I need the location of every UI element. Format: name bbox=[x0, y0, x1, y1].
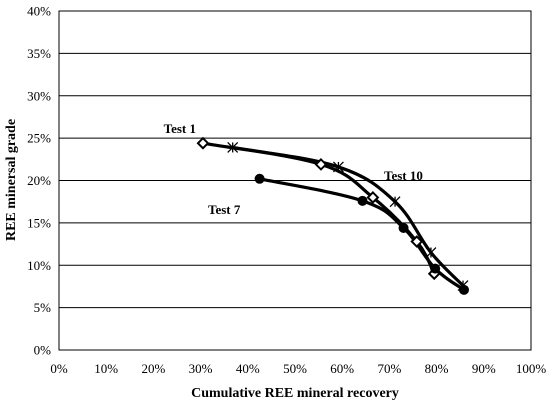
data-point-diamond bbox=[410, 235, 424, 248]
data-point-circle bbox=[357, 195, 368, 206]
x-tick-label: 70% bbox=[377, 361, 401, 376]
data-point-asterisk bbox=[389, 196, 401, 208]
y-tick-label: 10% bbox=[27, 258, 51, 273]
y-tick-label: 40% bbox=[27, 4, 51, 19]
x-tick-label: 50% bbox=[283, 361, 307, 376]
y-axis-title: REE minersal grade bbox=[4, 119, 19, 241]
data-point-diamond bbox=[196, 136, 210, 150]
y-tick-label: 15% bbox=[27, 215, 51, 230]
data-point-asterisk bbox=[332, 161, 344, 173]
gridlines bbox=[59, 10, 531, 309]
x-tick-label: 0% bbox=[50, 361, 68, 376]
x-tick-label: 90% bbox=[472, 361, 496, 376]
plot-frame bbox=[58, 10, 532, 351]
data-point-circle bbox=[398, 222, 409, 233]
data-point-asterisk bbox=[457, 280, 469, 292]
x-tick-label: 30% bbox=[189, 361, 213, 376]
series-layer bbox=[196, 136, 469, 295]
x-tick-label: 20% bbox=[141, 361, 165, 376]
series-label: Test 1 bbox=[164, 121, 196, 136]
x-tick-label: 80% bbox=[425, 361, 449, 376]
x-tick-label: 60% bbox=[330, 361, 354, 376]
x-tick-label: 10% bbox=[94, 361, 118, 376]
data-point-asterisk bbox=[227, 141, 239, 153]
series-label: Test 7 bbox=[208, 202, 241, 217]
x-tick-label: 40% bbox=[236, 361, 260, 376]
y-tick-label: 35% bbox=[27, 46, 51, 61]
y-tick-label: 25% bbox=[27, 131, 51, 146]
series-line bbox=[231, 145, 465, 288]
data-point-diamond bbox=[314, 157, 328, 171]
data-point-circle bbox=[254, 173, 265, 184]
y-tick-label: 20% bbox=[27, 173, 51, 188]
y-tick-label: 0% bbox=[34, 343, 52, 358]
labels-layer: Test 1 Test 7 Test 10 bbox=[164, 121, 423, 217]
axes: 0% 5% 10% 15% 20% 25% 30% 35% 40% 0% 10% 20% 30% 40% 5… bbox=[27, 4, 546, 377]
series-label: Test 10 bbox=[384, 168, 423, 183]
y-tick-label: 30% bbox=[27, 88, 51, 103]
x-tick-label: 100% bbox=[516, 361, 547, 376]
data-point-diamond bbox=[366, 191, 380, 204]
y-tick-label: 5% bbox=[34, 300, 52, 315]
data-point-circle bbox=[430, 263, 441, 274]
data-point-asterisk bbox=[425, 247, 437, 258]
x-axis-title: Cumulative REE mineral recovery bbox=[191, 386, 399, 401]
